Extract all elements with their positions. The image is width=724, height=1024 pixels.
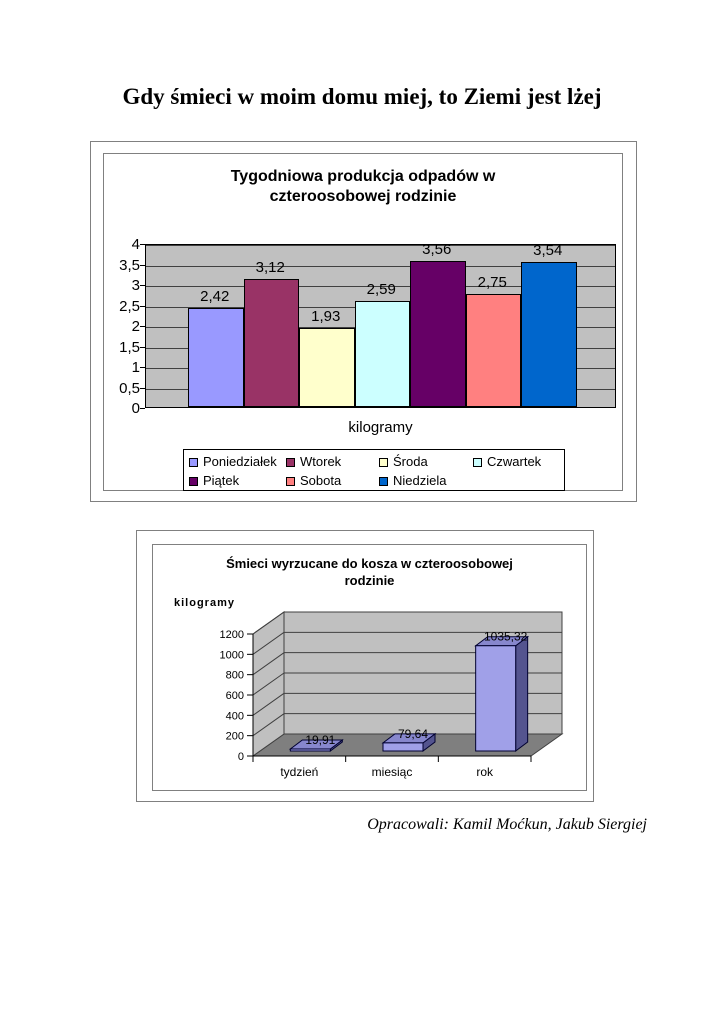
y-tick-label: 0,5 [119, 379, 140, 397]
bar-środa [299, 327, 355, 407]
y-tick-label: 400 [226, 710, 244, 722]
legend-label: Wtorek [300, 454, 342, 469]
legend-label: Poniedziałek [203, 454, 277, 469]
y-tick-label: 800 [226, 670, 244, 682]
gridline-slope [252, 713, 285, 737]
data-label-miesiąc: 79,64 [398, 727, 428, 741]
data-label-poniedziałek: 2,42 [200, 287, 230, 305]
y-tick-mark [140, 367, 145, 368]
data-label-tydzień: 19,91 [305, 733, 335, 747]
legend-swatch-icon [189, 477, 198, 486]
bar-side-face [515, 635, 529, 752]
y-tick-mark [140, 264, 145, 266]
y-tick-label: 2,5 [119, 297, 140, 315]
data-label-wtorek: 3,12 [255, 259, 285, 277]
y-tick-mark [140, 408, 145, 409]
legend-label: Sobota [300, 473, 342, 488]
bar-miesiąc [382, 742, 424, 752]
legend-item-piątek: Piątek [189, 473, 239, 489]
legend-item-czwartek: Czwartek [473, 454, 541, 470]
totals-chart-title: Śmieci wyrzucane do kosza w czteroosobow… [153, 555, 586, 589]
gridline [146, 286, 615, 287]
data-label-czwartek: 2,59 [366, 280, 396, 298]
data-label-sobota: 2,75 [477, 274, 507, 292]
legend-item-poniedziałek: Poniedziałek [189, 454, 277, 470]
bar-tydzień [289, 748, 331, 752]
gridline [146, 265, 615, 267]
y-tick-mark [140, 326, 145, 327]
gridline-slope [252, 652, 285, 676]
y-tick-label: 2 [131, 318, 140, 335]
legend-label: Środa [393, 454, 428, 469]
totals-chart-y-axis-label: kilogramy [174, 597, 235, 609]
weekly-chart-canvas: Tygodniowa produkcja odpadów w czterooso… [103, 153, 623, 491]
totals-chart-plot-area: 0 200 400 600 800 1000 1200 tydzień miesiąc rok 19… [220, 611, 564, 779]
gridline-slope [252, 672, 285, 696]
bar-sobota [465, 294, 521, 407]
y-tick-label: 3,5 [119, 256, 140, 274]
bar-czwartek [354, 300, 410, 407]
weekly-chart-legend: Poniedziałek Wtorek Środa Czwartek Piątek Sob… [183, 449, 565, 491]
bar-poniedziałek [188, 307, 244, 407]
bar-piątek [410, 261, 466, 407]
y-tick-label: 1 [131, 359, 140, 376]
credits: Opracowali: Kamil Moćkun, Jakub Siergiej [367, 816, 647, 833]
y-tick-label: 1200 [220, 629, 244, 641]
legend-swatch-icon [379, 458, 388, 467]
legend-item-niedziela: Niedziela [379, 473, 446, 489]
y-tick-label: 1,5 [119, 338, 140, 356]
totals-chart-frame: Śmieci wyrzucane do kosza w czteroosobow… [136, 530, 594, 802]
gridline-slope [252, 692, 285, 716]
data-label-rok: 1035,32 [484, 630, 528, 644]
y-tick-mark [140, 285, 145, 286]
y-tick-label: 1000 [220, 649, 244, 661]
y-tick-mark [140, 244, 145, 245]
data-label-środa: 1,93 [311, 307, 341, 325]
weekly-chart-axis-label: kilogramy [348, 419, 413, 436]
y-tick-mark [140, 305, 145, 307]
weekly-chart-plot-area [145, 244, 616, 408]
y-tick-label: 600 [226, 690, 244, 702]
legend-label: Niedziela [393, 473, 447, 488]
gridline-slope [252, 611, 285, 635]
legend-label: Piątek [203, 473, 240, 488]
y-tick-label: 200 [226, 731, 244, 743]
y-tick-label: 0 [131, 400, 140, 417]
legend-swatch-icon [189, 458, 198, 467]
weekly-chart-title: Tygodniowa produkcja odpadów w czterooso… [104, 167, 622, 207]
weekly-chart-title-line1: Tygodniowa produkcja odpadów w [230, 168, 496, 185]
totals-chart-title-line1: Śmieci wyrzucane do kosza w czteroosobow… [226, 556, 513, 571]
y-tick-mark [140, 387, 145, 389]
page-title: Gdy śmieci w moim domu miej, to Ziemi je… [122, 84, 602, 109]
legend-swatch-icon [286, 477, 295, 486]
gridline [146, 245, 615, 246]
totals-chart-title-line2: rodzinie [344, 573, 395, 588]
weekly-chart-frame: Tygodniowa produkcja odpadów w czterooso… [90, 141, 637, 502]
data-label-niedziela: 3,54 [533, 241, 563, 259]
legend-item-sobota: Sobota [286, 473, 341, 489]
category-label-2: rok [476, 765, 494, 779]
legend-item-wtorek: Wtorek [286, 454, 341, 470]
category-label-0: tydzień [280, 765, 318, 779]
legend-swatch-icon [286, 458, 295, 467]
legend-swatch-icon [379, 477, 388, 486]
y-tick-mark [140, 346, 145, 348]
totals-chart-canvas: Śmieci wyrzucane do kosza w czteroosobow… [152, 544, 587, 791]
bar-niedziela [521, 261, 577, 407]
gridline-slope [252, 631, 285, 655]
legend-item-środa: Środa [379, 454, 428, 470]
bar-rok [475, 645, 517, 752]
data-label-piątek: 3,56 [422, 241, 452, 259]
bar-wtorek [243, 279, 299, 407]
y-tick-label: 4 [131, 236, 140, 253]
y-tick-label: 0 [238, 751, 244, 763]
legend-label: Czwartek [487, 454, 542, 469]
weekly-chart-title-line2: czteroosobowej rodzinie [269, 188, 457, 205]
category-label-1: miesiąc [372, 765, 413, 779]
y-tick-label: 3 [131, 277, 140, 294]
legend-swatch-icon [473, 458, 482, 467]
